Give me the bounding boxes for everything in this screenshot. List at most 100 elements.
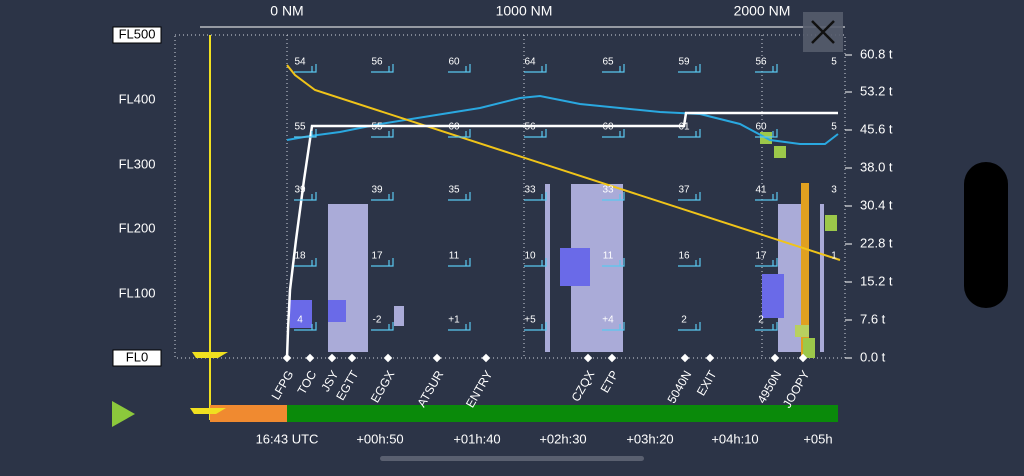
wind-temp-label: 56 <box>371 57 383 68</box>
wind-temp-label: 16 <box>678 251 690 262</box>
wind-temp-label: 11 <box>603 251 614 262</box>
icing-blocks <box>760 132 837 358</box>
wind-barb <box>678 129 701 138</box>
waypoint-marker <box>481 353 491 363</box>
wind-temp-label: 65 <box>602 57 614 68</box>
time-label: +05h <box>803 431 832 446</box>
aircraft-icon <box>190 408 226 414</box>
level-label: FL400 <box>119 91 156 106</box>
weight-label: 53.2 t <box>860 83 893 98</box>
waypoint-marker <box>583 353 593 363</box>
wind-temp-label: 39 <box>294 185 306 196</box>
level-label: FL100 <box>119 285 156 300</box>
waypoint-marker <box>770 353 780 363</box>
wind-temp-label: 64 <box>524 57 536 68</box>
wind-temp-label: +1 <box>448 315 460 326</box>
wind-barb <box>448 192 471 201</box>
wind-barb <box>371 64 394 73</box>
time-label: +03h:20 <box>626 431 673 446</box>
wind-barb <box>294 322 317 331</box>
distance-label: 2000 NM <box>734 3 791 19</box>
level-label: FL300 <box>119 156 156 171</box>
waypoint-marker <box>347 353 357 363</box>
waypoint-marker <box>680 353 690 363</box>
wind-barb <box>448 129 471 138</box>
wind-barb <box>678 64 701 73</box>
wind-temp-label: 17 <box>755 251 767 262</box>
level-label: FL500 <box>119 26 156 41</box>
waypoint-marker <box>282 353 292 363</box>
wind-barb <box>678 258 701 267</box>
weather-block <box>328 204 368 352</box>
remaining-bar <box>287 405 838 422</box>
wind-temp-label: 2 <box>681 315 687 326</box>
wind-temp-label: 18 <box>294 251 306 262</box>
weather-block <box>545 184 550 352</box>
wind-barb <box>602 192 625 201</box>
wind-barb <box>524 64 547 73</box>
wind-barb <box>602 64 625 73</box>
wind-barb <box>755 192 778 201</box>
waypoint-marker <box>383 353 393 363</box>
wind-barb <box>755 129 778 138</box>
wind-barb <box>448 322 471 331</box>
weight-label: 0.0 t <box>860 349 886 364</box>
wind-barb <box>448 258 471 267</box>
wind-temp-label: 39 <box>371 185 383 196</box>
weight-label: 15.2 t <box>860 273 893 288</box>
weight-label: 30.4 t <box>860 197 893 212</box>
wind-temp-label: 35 <box>448 185 460 196</box>
waypoint-marker <box>327 353 337 363</box>
wind-temp-label: 55 <box>371 122 383 133</box>
distance-label: 0 NM <box>270 3 303 19</box>
wind-temp-label: 56 <box>755 57 767 68</box>
waypoint-marker <box>607 353 617 363</box>
wind-barb <box>294 258 317 267</box>
level-label: FL200 <box>119 220 156 235</box>
icing <box>795 325 809 337</box>
wind-temp-label: +5 <box>524 315 536 326</box>
wind-barb <box>678 322 701 331</box>
waypoint-marker <box>305 353 315 363</box>
wind-temp-label: 41 <box>755 185 767 196</box>
distance-label: 1000 NM <box>496 3 553 19</box>
weight-label: 45.6 t <box>860 121 893 136</box>
wind-temp-label: 11 <box>449 251 460 262</box>
weight-label: 60.8 t <box>860 46 893 61</box>
wind-temp-label: 4 <box>297 315 303 326</box>
wind-temp-label: 37 <box>678 185 690 196</box>
wind-barb <box>524 322 547 331</box>
icing <box>803 338 815 358</box>
icing <box>825 215 837 231</box>
weight-label: 7.6 t <box>860 311 886 326</box>
wind-temp-label: +4 <box>602 315 614 326</box>
turbulence <box>328 300 346 322</box>
wind-barb <box>448 64 471 73</box>
wind-barb <box>678 192 701 201</box>
time-label: 16:43 UTC <box>256 431 319 446</box>
wind-temp-label: 5 <box>831 57 837 68</box>
wind-temp-label: 60 <box>755 122 767 133</box>
waypoint-marker <box>798 353 808 363</box>
wind-temp-label: 56 <box>524 122 536 133</box>
wind-temp-label: 17 <box>371 251 383 262</box>
play-button[interactable] <box>112 401 135 427</box>
wind-barb <box>755 64 778 73</box>
weight-label: 22.8 t <box>860 235 893 250</box>
wind-barb <box>755 258 778 267</box>
time-label: +02h:30 <box>539 431 586 446</box>
wind-barb <box>524 129 547 138</box>
side-handle[interactable] <box>964 162 1008 308</box>
wind-temp-label: 54 <box>294 57 306 68</box>
waypoint-marker <box>432 353 442 363</box>
wind-temp-label: 60 <box>602 122 614 133</box>
wind-barb <box>524 258 547 267</box>
level-label: FL0 <box>126 349 148 364</box>
aircraft-icon <box>192 352 228 358</box>
wind-temp-label: 60 <box>448 122 460 133</box>
wind-temp-label: 10 <box>524 251 536 262</box>
level-box <box>112 26 162 44</box>
wind-temp-label: 3 <box>831 185 837 196</box>
elapsed-bar <box>210 405 287 422</box>
